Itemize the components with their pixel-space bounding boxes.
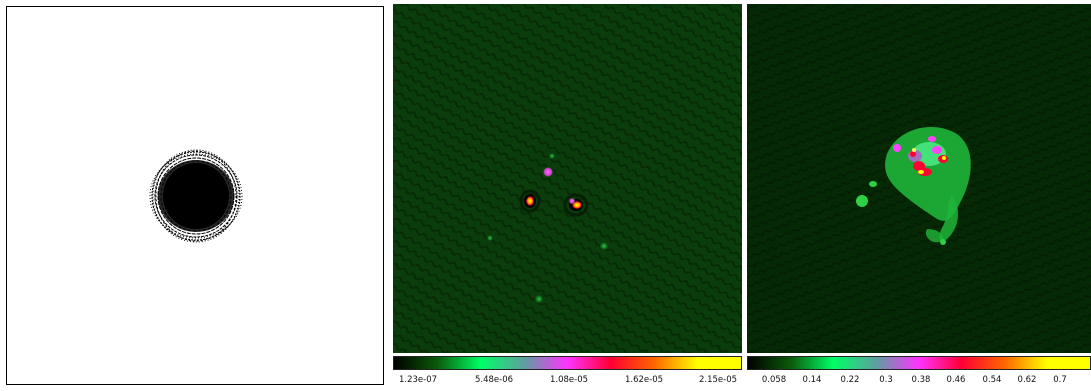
dirty-tick-label: 2.15e-05	[698, 375, 738, 385]
model-colorbar-ticks: 0.058 0.14 0.22 0.3 0.38 0.46 0.54 0.62 …	[747, 375, 1091, 387]
model-tick-label: 0.058	[761, 375, 787, 385]
model-tick-label: 0.54	[982, 375, 1002, 385]
dirty-tick-label: 1.23e-07	[398, 375, 438, 385]
model-tick-label: 0.14	[802, 375, 822, 385]
model-tick-label: 0.7	[1053, 375, 1067, 385]
model-tick-label: 0.62	[1017, 375, 1037, 385]
dirty-image-panel	[393, 4, 742, 353]
model-image-panel	[747, 4, 1091, 353]
model-colorbar	[747, 356, 1091, 370]
model-tick-label: 0.46	[946, 375, 966, 385]
dirty-tick-label: 5.48e-06	[474, 375, 514, 385]
model-image-icon	[747, 4, 1091, 353]
dirty-colorbar-ticks: 1.23e-07 5.48e-06 1.08e-05 1.62e-05 2.15…	[393, 375, 742, 387]
dirty-tick-label: 1.08e-05	[549, 375, 589, 385]
uv-coverage-icon	[149, 149, 243, 243]
model-tick-label: 0.3	[879, 375, 893, 385]
dirty-tick-label: 1.62e-05	[624, 375, 664, 385]
model-tick-label: 0.22	[840, 375, 860, 385]
dirty-colorbar	[393, 356, 742, 370]
uv-coverage-panel	[6, 6, 384, 385]
dirty-image-icon	[393, 4, 742, 353]
model-tick-label: 0.38	[911, 375, 931, 385]
